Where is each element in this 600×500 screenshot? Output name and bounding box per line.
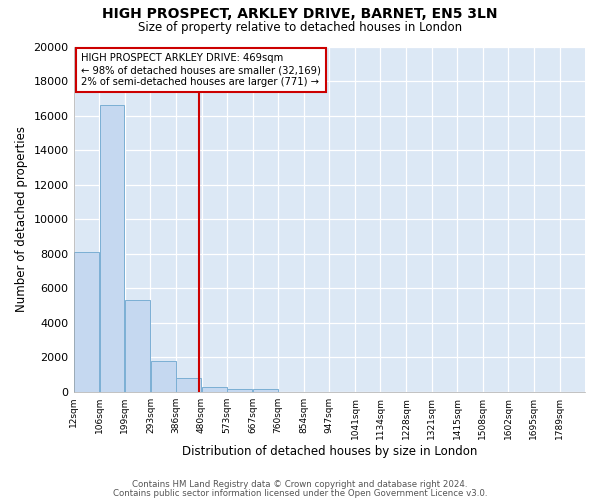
Bar	[74, 252, 99, 392]
Bar	[176, 378, 201, 392]
Bar	[151, 361, 176, 392]
Bar	[125, 300, 150, 392]
Bar	[227, 388, 253, 392]
Bar	[202, 387, 227, 392]
Y-axis label: Number of detached properties: Number of detached properties	[15, 126, 28, 312]
Text: HIGH PROSPECT ARKLEY DRIVE: 469sqm
← 98% of detached houses are smaller (32,169): HIGH PROSPECT ARKLEY DRIVE: 469sqm ← 98%…	[81, 54, 321, 86]
X-axis label: Distribution of detached houses by size in London: Distribution of detached houses by size …	[182, 444, 477, 458]
Text: Size of property relative to detached houses in London: Size of property relative to detached ho…	[138, 21, 462, 34]
Text: Contains public sector information licensed under the Open Government Licence v3: Contains public sector information licen…	[113, 488, 487, 498]
Text: HIGH PROSPECT, ARKLEY DRIVE, BARNET, EN5 3LN: HIGH PROSPECT, ARKLEY DRIVE, BARNET, EN5…	[102, 8, 498, 22]
Bar	[100, 105, 124, 392]
Text: Contains HM Land Registry data © Crown copyright and database right 2024.: Contains HM Land Registry data © Crown c…	[132, 480, 468, 489]
Bar	[253, 390, 278, 392]
